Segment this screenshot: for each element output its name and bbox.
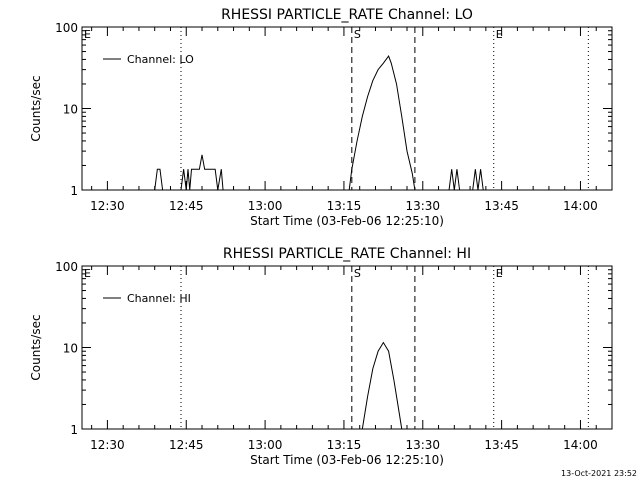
x-tick-label: 13:30 — [405, 438, 440, 452]
chart-panels: RHESSI PARTICLE_RATE Channel: LO Start Ti… — [29, 7, 613, 467]
x-tick-label: 13:00 — [248, 199, 283, 213]
y-tick-label: 10 — [63, 342, 78, 356]
x-tick-label: 14:00 — [563, 438, 598, 452]
x-tick-label: 12:30 — [90, 199, 125, 213]
marker-label: E — [496, 28, 503, 41]
y-axis-label: Counts/sec — [29, 314, 43, 380]
y-tick-label: 1 — [70, 184, 78, 198]
x-tick-label: 13:30 — [405, 199, 440, 213]
marker-label: S — [354, 28, 361, 41]
legend-entry: Channel: HI — [127, 292, 191, 305]
chart-title: RHESSI PARTICLE_RATE Channel: HI — [223, 246, 471, 262]
footer-timestamp: 13-Oct-2021 23:52 — [561, 469, 637, 478]
chart-panel-1: RHESSI PARTICLE_RATE Channel: HI Start Ti… — [29, 246, 613, 467]
marker-label: E — [84, 28, 91, 41]
x-tick-label: 12:30 — [90, 438, 125, 452]
x-tick-label: 13:45 — [484, 438, 519, 452]
marker-label: E — [84, 267, 91, 280]
x-tick-label: 12:45 — [169, 438, 204, 452]
series-line — [82, 55, 612, 191]
x-axis-label: Start Time (03-Feb-06 12:25:10) — [250, 214, 444, 228]
legend-entry: Channel: LO — [127, 53, 194, 66]
marker-label: E — [496, 267, 503, 280]
x-tick-label: 14:00 — [563, 199, 598, 213]
y-axis-label: Counts/sec — [29, 75, 43, 141]
y-tick-label: 10 — [63, 103, 78, 117]
chart-panel-0: RHESSI PARTICLE_RATE Channel: LO Start Ti… — [29, 7, 613, 228]
y-tick-label: 100 — [55, 260, 78, 274]
chart-title: RHESSI PARTICLE_RATE Channel: LO — [221, 7, 473, 23]
y-tick-label: 1 — [70, 423, 78, 437]
x-tick-label: 12:45 — [169, 199, 204, 213]
marker-label: S — [354, 267, 361, 280]
x-tick-label: 13:00 — [248, 438, 283, 452]
x-tick-label: 13:45 — [484, 199, 519, 213]
x-axis-label: Start Time (03-Feb-06 12:25:10) — [250, 453, 444, 467]
x-tick-label: 13:15 — [327, 438, 362, 452]
y-tick-label: 100 — [55, 21, 78, 35]
x-tick-label: 13:15 — [327, 199, 362, 213]
series-line — [361, 341, 403, 430]
